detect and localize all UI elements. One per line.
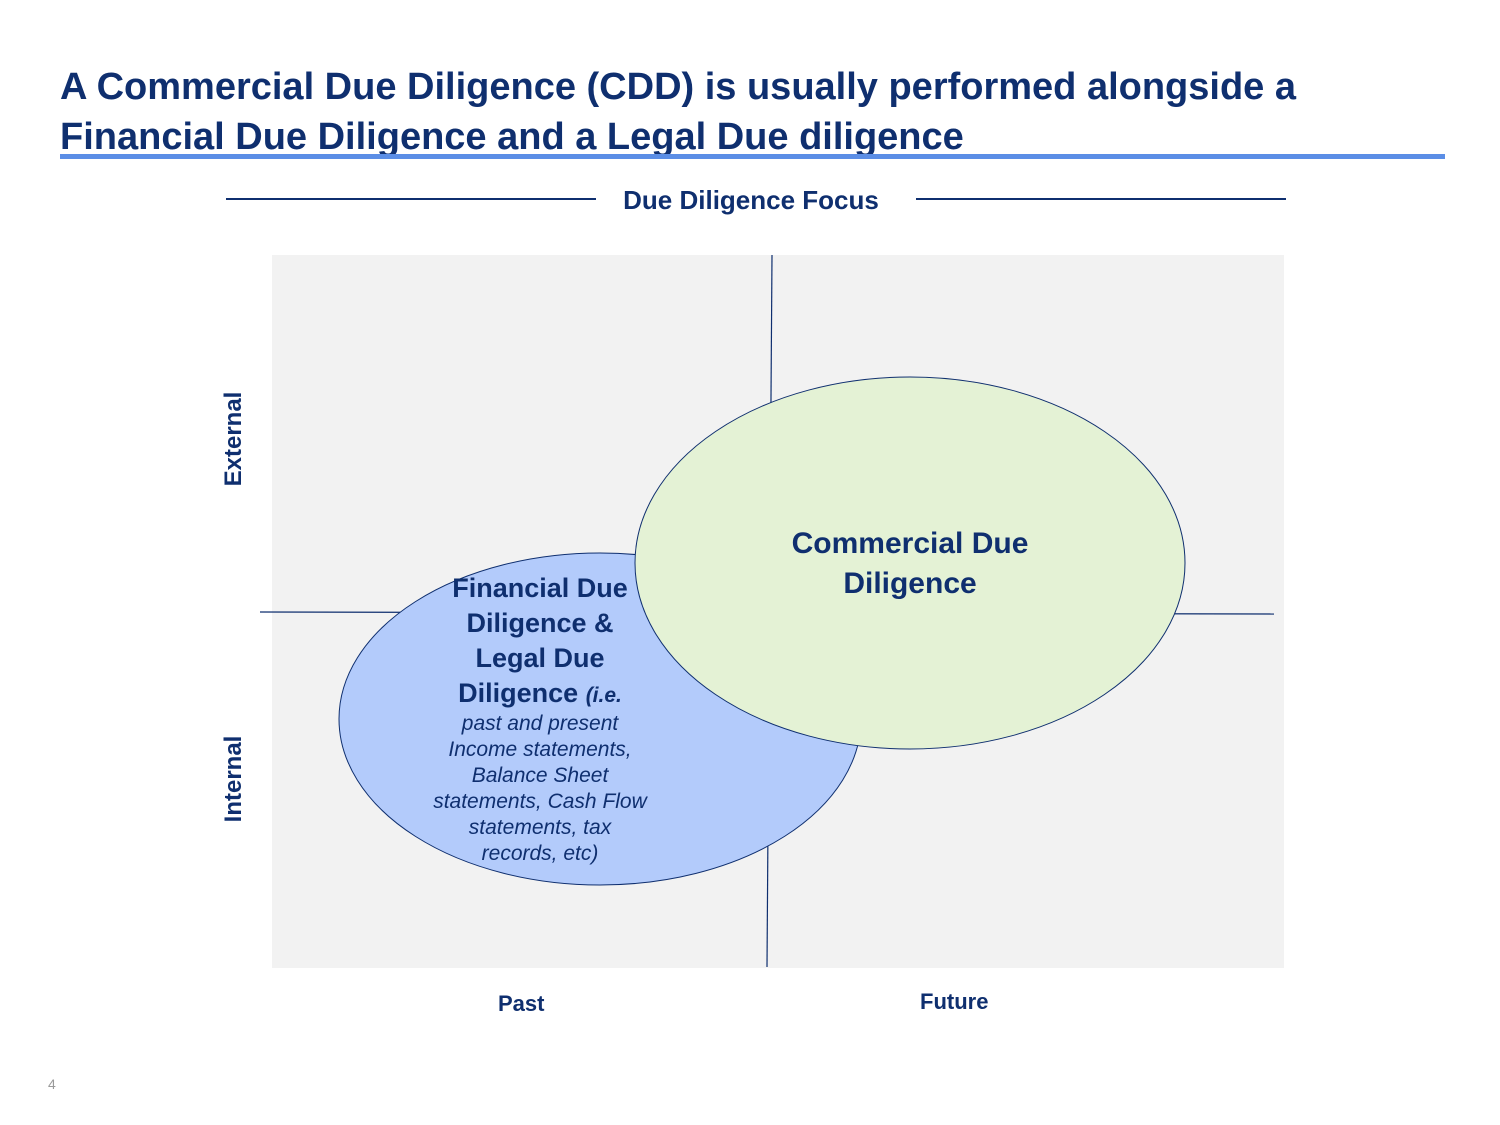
- financial-ellipse-diligence: Diligence: [458, 678, 579, 708]
- commercial-ellipse-line-2: Diligence: [843, 567, 977, 600]
- financial-ellipse-line-2: Diligence &: [466, 608, 614, 638]
- title-underline: [60, 154, 1445, 159]
- financial-ellipse-text: Financial Due Diligence & Legal Due Dili…: [420, 571, 660, 867]
- financial-ellipse-line-1: Financial Due: [452, 573, 628, 603]
- y-axis-label-external: External: [220, 391, 247, 487]
- y-axis-label-internal: Internal: [220, 735, 247, 823]
- slide-title: A Commercial Due Diligence (CDD) is usua…: [60, 62, 1460, 162]
- commercial-ellipse: [634, 376, 1186, 750]
- commercial-ellipse-line-1: Commercial Due: [791, 527, 1029, 560]
- x-axis-label-future: Future: [920, 989, 989, 1014]
- financial-ellipse-note: past and present Income statements, Bala…: [433, 712, 647, 865]
- slide-title-line-1: A Commercial Due Diligence (CDD) is usua…: [60, 66, 1297, 108]
- slide-title-line-2: Financial Due Diligence and a Legal Due …: [60, 116, 964, 158]
- header-rule-right: [916, 198, 1286, 200]
- financial-ellipse-line-4: Diligence (i.e.: [420, 676, 660, 711]
- commercial-ellipse-text: Commercial Due Diligence: [740, 524, 1080, 604]
- diagram-header: Due Diligence Focus: [623, 185, 879, 215]
- page-number: 4: [48, 1076, 56, 1092]
- x-axis-label-past: Past: [498, 991, 545, 1016]
- financial-ellipse-note-start: (i.e.: [585, 684, 622, 707]
- financial-ellipse-line-3: Legal Due: [475, 643, 605, 673]
- header-rule-left: [226, 198, 596, 200]
